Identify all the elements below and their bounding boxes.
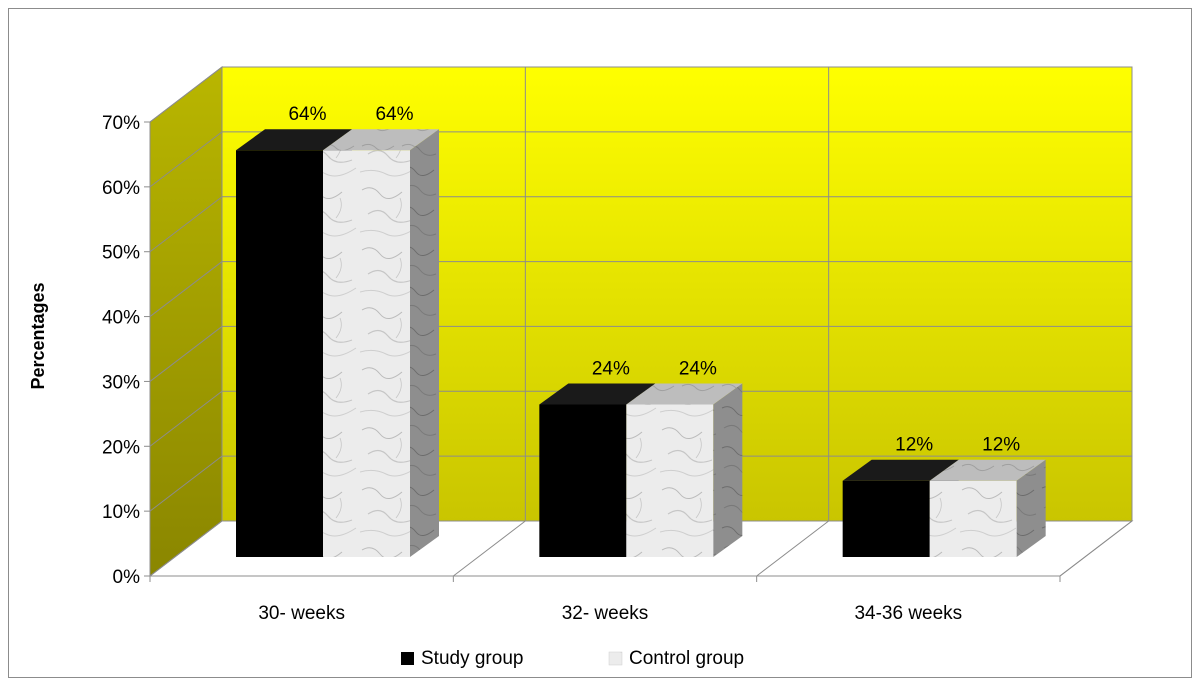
gridline-side	[149, 196, 223, 253]
y-tick-label: 30%	[102, 372, 140, 393]
gridline-side	[149, 261, 223, 317]
legend-swatch-study	[401, 652, 414, 665]
legend: Study group Control group	[401, 648, 744, 669]
bar-study-group	[539, 404, 627, 557]
data-labels: 64% 64% 24% 24% 12% 12%	[288, 104, 1020, 456]
gridline-side	[149, 326, 223, 382]
bar-control-group	[929, 480, 1017, 557]
bar-top-study-group	[236, 129, 352, 151]
bar-top-study-group	[842, 459, 959, 481]
bars	[236, 129, 1046, 557]
data-label: 24%	[679, 358, 717, 379]
y-tick-label: 20%	[102, 437, 140, 458]
chart-side-wall	[149, 65, 223, 578]
bar-control-group	[323, 150, 410, 557]
gridline-side	[149, 390, 223, 447]
bar-side-control-group	[713, 383, 743, 557]
y-tick-label: 0%	[113, 567, 141, 588]
floor-divider	[756, 520, 829, 577]
legend-label-study: Study group	[421, 648, 523, 669]
y-axis-title: Percentages	[28, 282, 48, 389]
axes: 0% 10% 20% 30% 40% 50% 60% 70% 30- weeks 32- week…	[102, 113, 1061, 624]
floor-divider	[149, 520, 223, 577]
y-tick-label: 40%	[102, 308, 140, 329]
bar-top-study-group	[539, 383, 656, 405]
bar-top-control-group	[929, 459, 1046, 481]
data-label: 64%	[375, 104, 413, 125]
bar-side-control-group	[410, 129, 439, 557]
y-tick-label: 10%	[102, 502, 140, 523]
bar-study-group	[236, 150, 323, 557]
x-category-label: 30- weeks	[258, 603, 345, 624]
x-category-label: 34-36 weeks	[854, 603, 962, 624]
y-tick-label: 70%	[102, 113, 140, 134]
data-label: 12%	[895, 435, 933, 456]
bar-top-control-group	[626, 383, 743, 405]
bar-top-control-group	[323, 129, 439, 151]
gridline-side	[149, 66, 223, 123]
gridline-side	[149, 455, 223, 512]
gridline-side	[149, 131, 223, 188]
data-label: 64%	[288, 104, 326, 125]
y-tick-label: 50%	[102, 243, 140, 264]
data-label: 12%	[982, 435, 1020, 456]
floor-divider	[453, 520, 526, 577]
data-label: 24%	[592, 358, 630, 379]
x-category-label: 32- weeks	[562, 603, 649, 624]
bar-study-group	[842, 480, 930, 557]
legend-swatch-control	[608, 651, 623, 666]
floor-divider	[1059, 520, 1133, 577]
bar-side-control-group	[1016, 459, 1046, 557]
bar-control-group	[626, 404, 714, 557]
legend-label-control: Control group	[629, 648, 744, 669]
y-tick-label: 60%	[102, 178, 140, 199]
